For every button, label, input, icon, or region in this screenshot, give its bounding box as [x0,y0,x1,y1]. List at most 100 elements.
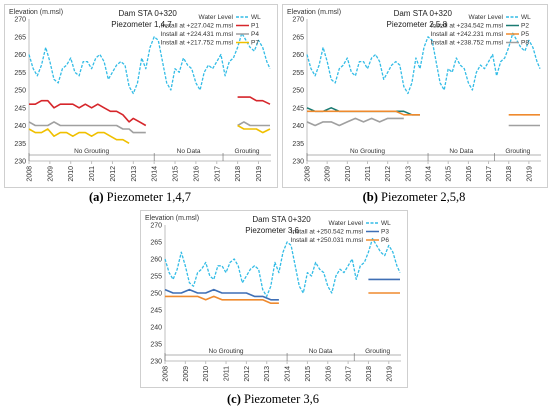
legend-series-name: P5 [521,31,529,38]
legend-series-name: P1 [251,23,259,30]
legend-series-name: WL [521,14,531,21]
y-axis-label: Elevation (m.msl) [145,215,199,222]
legend-series-name: P7 [251,40,259,47]
y-tick-label: 270 [292,17,304,24]
x-tick-label: 2018 [235,166,242,182]
chart-panel-b: Elevation (m.msl) Dam STA 0+320 Piezometer… [282,4,548,188]
caption-a-letter: (a) [88,190,104,204]
chart-c-svg: Elevation (m.msl) Dam STA 0+320 Piezometer… [145,215,401,382]
y-tick-label: 250 [14,88,26,95]
legend-series-name: P8 [521,40,529,47]
y-tick-label: 245 [14,105,26,112]
series-line-p7 [28,128,130,144]
series-line-p4b [237,121,270,127]
y-axis-label: Elevation (m.msl) [9,9,63,16]
x-tick-label: 2017 [346,366,353,382]
x-tick-label: 2016 [466,166,473,182]
y-tick-label: 240 [292,123,304,130]
x-tick-label: 2009 [47,166,54,182]
x-tick-label: 2009 [183,366,190,382]
series-line-p6 [165,295,279,304]
series-line-p1b [237,96,271,105]
y-tick-label: 235 [14,141,26,148]
x-tick-label: 2016 [193,166,200,182]
region-label: No Grouting [209,348,244,355]
y-tick-label: 255 [150,274,162,281]
legend-install-text: Install at +242.231 m.msl [431,31,504,38]
x-tick-label: 2018 [506,166,513,182]
legend-series-name: P4 [251,31,259,38]
x-tick-label: 2012 [110,166,117,182]
y-tick-label: 230 [14,159,26,166]
region-label: No Data [309,348,333,355]
series-line-p7b [237,124,271,134]
y-tick-label: 255 [292,70,304,77]
chart-a-svg: Elevation (m.msl) Dam STA 0+320 Piezometer… [9,9,271,182]
region-label: No Data [449,148,473,155]
x-tick-label: 2010 [68,166,75,182]
chart-title: Dam STA 0+320 [119,9,178,18]
series-line-wl [164,237,401,298]
x-tick-label: 2013 [264,366,271,382]
x-tick-label: 2008 [163,366,170,382]
x-tick-label: 2011 [89,166,96,181]
y-tick-label: 230 [150,359,162,366]
y-tick-label: 240 [150,325,162,332]
series-line-p8 [306,117,404,127]
y-tick-label: 270 [14,17,26,24]
chart-subtitle: Piezometer 3,6 [245,226,299,235]
x-tick-label: 2015 [305,366,312,382]
x-tick-label: 2010 [203,366,210,382]
series-line-p3 [164,288,279,301]
series-line-p5 [307,110,420,116]
series-line-wl [28,32,271,95]
legend-series-name: P6 [381,237,389,244]
x-tick-label: 2011 [365,166,372,181]
x-tick-label: 2015 [446,166,453,182]
y-tick-label: 260 [292,52,304,59]
caption-c-letter: (c) [227,392,241,406]
legend-series-name: WL [251,14,261,21]
y-tick-label: 265 [14,34,26,41]
chart-title: Dam STA 0+320 [252,215,311,224]
x-tick-label: 2012 [244,366,251,382]
series-line-p4 [28,121,146,134]
chart-panel-a: Elevation (m.msl) Dam STA 0+320 Piezometer… [4,4,278,188]
caption-b-letter: (b) [362,190,378,204]
region-label: No Grouting [350,148,385,155]
caption-a: (a) Piezometer 1,4,7 [4,190,276,205]
y-tick-label: 250 [150,291,162,298]
region-label: No Grouting [74,148,109,155]
chart-b-svg: Elevation (m.msl) Dam STA 0+320 Piezometer… [287,9,541,182]
y-tick-label: 270 [150,223,162,230]
x-tick-label: 2013 [405,166,412,182]
chart-title: Dam STA 0+320 [394,9,453,18]
legend-install-text: Install at +250.031 m.msl [291,237,364,244]
y-tick-label: 230 [292,159,304,166]
x-tick-label: 2019 [526,166,533,182]
x-tick-label: 2019 [256,166,263,182]
y-tick-label: 260 [14,52,26,59]
y-axis-label: Elevation (m.msl) [287,9,341,16]
y-tick-label: 250 [292,88,304,95]
x-tick-label: 2016 [325,366,332,382]
legend-header: Water Level [199,14,234,21]
legend-install-text: Install at +234.542 m.msl [431,23,504,30]
x-tick-label: 2014 [426,166,433,182]
series-line-wl [306,32,541,95]
caption-a-text: Piezometer 1,4,7 [106,190,192,204]
y-tick-label: 260 [150,257,162,264]
y-tick-label: 245 [292,105,304,112]
y-tick-label: 235 [292,141,304,148]
y-tick-label: 240 [14,123,26,130]
legend-series-name: P3 [381,229,389,236]
legend-header: Water Level [469,14,504,21]
x-tick-label: 2015 [173,166,180,182]
legend-series-name: WL [381,220,391,227]
x-tick-label: 2013 [131,166,138,182]
caption-c-text: Piezometer 3,6 [244,392,319,406]
x-tick-label: 2009 [325,166,332,182]
x-tick-label: 2010 [345,166,352,182]
y-tick-label: 265 [150,240,162,247]
x-tick-label: 2008 [305,166,312,182]
